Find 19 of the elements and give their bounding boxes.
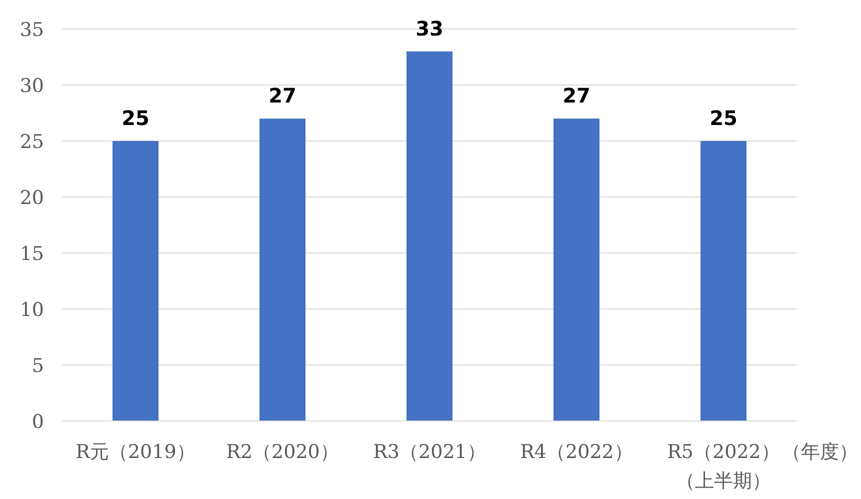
x-tick-label: R3（2021） bbox=[373, 441, 486, 463]
data-label: 33 bbox=[416, 16, 444, 40]
y-tick-label: 20 bbox=[20, 187, 44, 209]
x-tick-label: R2（2020） bbox=[226, 441, 339, 463]
x-tick-label: R5（2022）（上半期） bbox=[667, 441, 780, 492]
data-label: 27 bbox=[562, 84, 590, 108]
y-tick-label: 10 bbox=[20, 299, 44, 321]
x-axis-title: （年度） bbox=[782, 441, 858, 463]
data-label: 25 bbox=[122, 106, 150, 130]
data-label: 25 bbox=[710, 106, 738, 130]
x-tick-label: R4（2022） bbox=[520, 441, 633, 463]
data-label: 27 bbox=[268, 84, 296, 108]
y-tick-label: 15 bbox=[20, 243, 44, 265]
y-tick-label: 0 bbox=[32, 411, 44, 433]
y-tick-label: 30 bbox=[20, 75, 44, 97]
x-tick-label: R元（2019） bbox=[76, 441, 196, 463]
y-tick-label: 35 bbox=[20, 19, 44, 41]
y-tick-label: 25 bbox=[20, 131, 44, 153]
y-tick-label: 5 bbox=[32, 355, 44, 377]
